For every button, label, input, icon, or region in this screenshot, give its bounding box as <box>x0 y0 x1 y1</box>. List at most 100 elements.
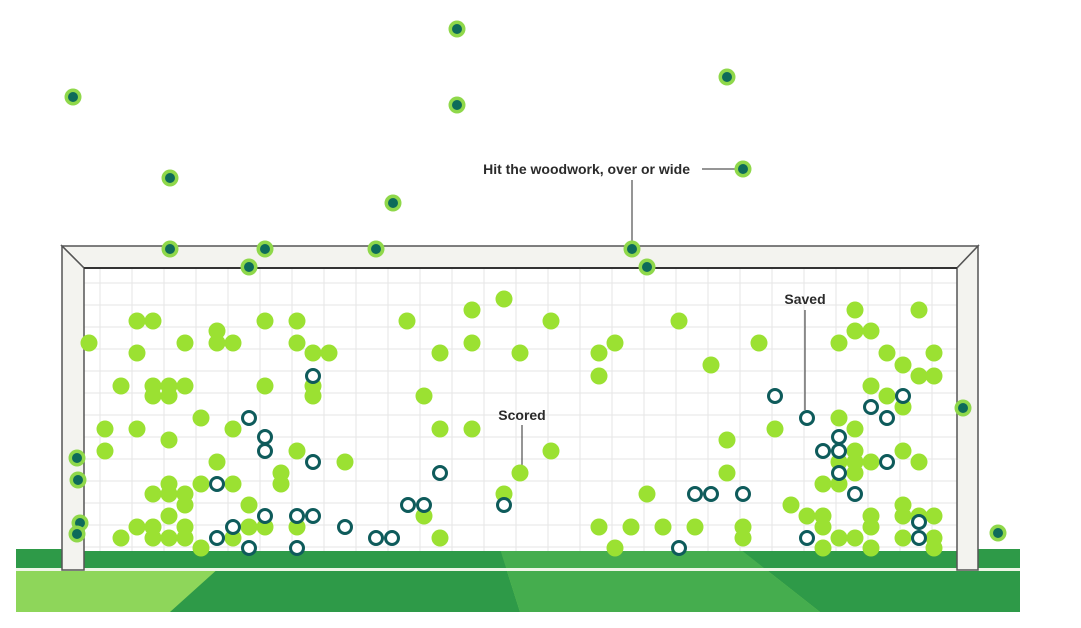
missed-shot-dot <box>260 244 270 254</box>
scored-shot-dot <box>208 322 226 340</box>
grass-stripe-right <box>740 549 1020 612</box>
grass-stripe-mid-left <box>170 549 520 612</box>
missed-shot-dot <box>72 529 82 539</box>
scored-shot-dot <box>670 312 688 330</box>
scored-shot-dot <box>894 442 912 460</box>
scored-shot-dot <box>176 377 194 395</box>
scored-shot-dot <box>398 312 416 330</box>
crossbar <box>60 245 980 269</box>
saved-shot-ring <box>799 410 815 426</box>
saved-shot-ring <box>911 530 927 546</box>
missed-shot-dot <box>993 528 1003 538</box>
saved-shot-ring <box>368 530 384 546</box>
scored-shot-dot <box>431 420 449 438</box>
scored-shot-dot <box>718 431 736 449</box>
scored-shot-dot <box>320 344 338 362</box>
goal-line <box>16 568 1020 571</box>
scored-shot-dot <box>128 344 146 362</box>
scored-shot-dot <box>542 312 560 330</box>
scored-shot-dot <box>288 442 306 460</box>
saved-shot-ring <box>831 429 847 445</box>
saved-shot-ring <box>416 497 432 513</box>
scored-shot-dot <box>830 409 848 427</box>
goal-net <box>84 268 957 551</box>
saved-shot-ring <box>209 476 225 492</box>
scored-shot-dot <box>862 322 880 340</box>
scored-shot-dot <box>878 387 896 405</box>
missed-shot-dot <box>452 24 462 34</box>
missed-shot-dot <box>958 403 968 413</box>
missed-shot-dot <box>371 244 381 254</box>
scored-shot-dot <box>718 464 736 482</box>
scored-shot-dot <box>192 409 210 427</box>
grass <box>16 549 1020 612</box>
missed-shot-dot <box>244 262 254 272</box>
scored-shot-dot <box>590 367 608 385</box>
missed-shot-dot <box>68 92 78 102</box>
scored-shot-dot <box>925 344 943 362</box>
scored-shot-dot <box>910 367 928 385</box>
scored-shot-dot <box>590 344 608 362</box>
missed-shot-dot <box>72 453 82 463</box>
scored-shot-dot <box>160 529 178 547</box>
scored-shot-dot <box>96 442 114 460</box>
scored-shot-dot <box>192 539 210 557</box>
net-background <box>84 268 957 551</box>
saved-shot-ring <box>305 508 321 524</box>
missed-shot-dot <box>642 262 652 272</box>
saved-shot-ring <box>703 486 719 502</box>
missed-shot-dot <box>738 164 748 174</box>
saved-shot-ring <box>815 443 831 459</box>
saved-shot-ring <box>305 368 321 384</box>
scored-shot-dot <box>288 334 306 352</box>
scored-shot-dot <box>814 518 832 536</box>
scored-shot-dot <box>144 312 162 330</box>
saved-shot-ring <box>687 486 703 502</box>
annotation-leaders <box>521 168 806 465</box>
scored-shot-dot <box>862 377 880 395</box>
annotation-saved-label: Saved <box>784 291 825 307</box>
scored-shot-dot <box>96 420 114 438</box>
saved-shot-ring <box>289 540 305 556</box>
scored-shot-dot <box>160 431 178 449</box>
scored-shot-dot <box>224 334 242 352</box>
left-post <box>61 244 85 571</box>
saved-shot-ring <box>337 519 353 535</box>
saved-shot-ring <box>863 399 879 415</box>
scored-shot-dot <box>128 312 146 330</box>
annotation-scored-label: Scored <box>498 407 545 423</box>
grass-stripe-center <box>500 549 820 612</box>
scored-shot-dot <box>814 475 832 493</box>
scored-shot-dot <box>144 485 162 503</box>
scored-shot-dot <box>798 507 816 525</box>
saved-shot-ring <box>209 530 225 546</box>
scored-shot-dot <box>830 334 848 352</box>
scored-shot-dot <box>925 507 943 525</box>
scored-shot-dot <box>112 529 130 547</box>
scored-shot-dot <box>846 301 864 319</box>
missed-shot-dot <box>388 198 398 208</box>
saved-shot-ring <box>895 388 911 404</box>
scored-shot-dot <box>846 529 864 547</box>
scored-shot-dot <box>176 496 194 514</box>
scored-shot-dot <box>622 518 640 536</box>
scored-shot-dot <box>766 420 784 438</box>
scored-shot-dot <box>415 387 433 405</box>
shot-points <box>64 20 1007 557</box>
scored-shot-dot <box>256 312 274 330</box>
scored-shot-dot <box>224 475 242 493</box>
scored-shot-dot <box>495 290 513 308</box>
scored-shot-dot <box>734 529 752 547</box>
scored-shot-dot <box>542 442 560 460</box>
scored-shot-dot <box>894 529 912 547</box>
scored-shot-dot <box>144 529 162 547</box>
saved-shot-ring <box>384 530 400 546</box>
scored-shot-dot <box>590 518 608 536</box>
scored-shot-dot <box>686 518 704 536</box>
missed-shot-dot <box>75 518 85 528</box>
scored-shot-dot <box>910 301 928 319</box>
scored-shot-dot <box>830 529 848 547</box>
saved-shot-ring <box>257 443 273 459</box>
saved-shot-ring <box>305 454 321 470</box>
saved-shot-ring <box>225 519 241 535</box>
